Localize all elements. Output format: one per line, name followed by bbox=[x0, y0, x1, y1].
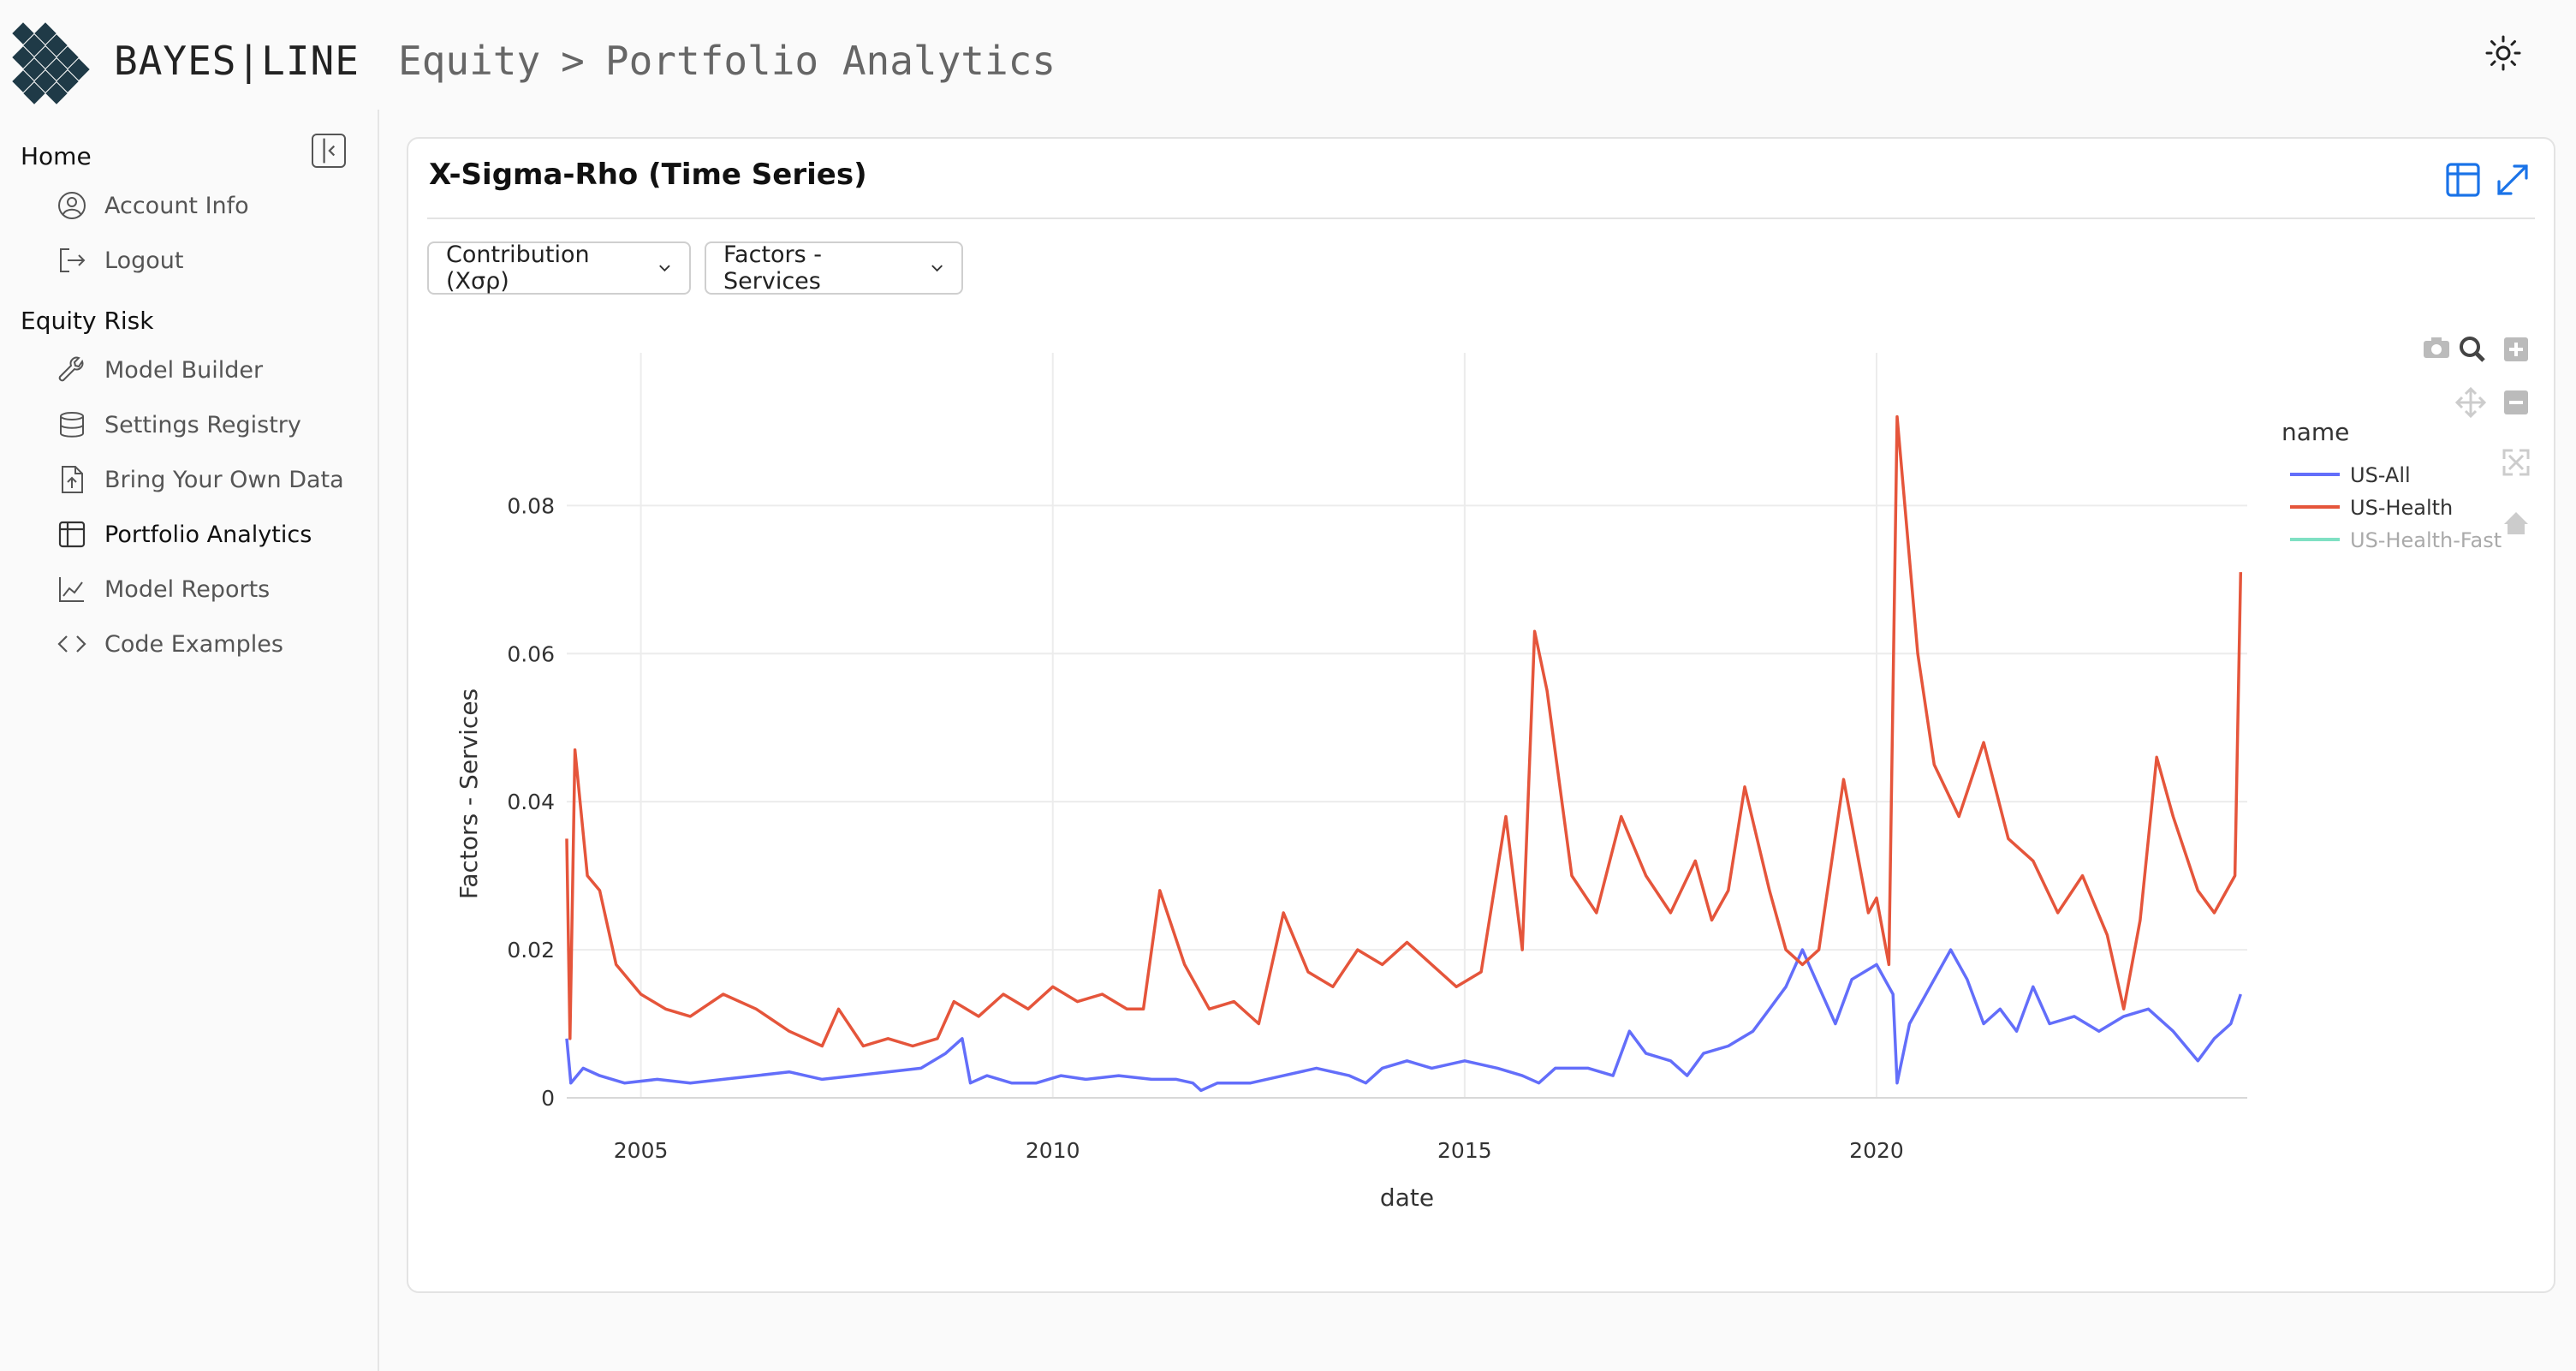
x-tick-label: 2020 bbox=[1849, 1138, 1904, 1163]
card-title: X-Sigma-Rho (Time Series) bbox=[429, 158, 867, 192]
chart-legend: name US-All US-Health US-Health-Fast bbox=[2282, 418, 2502, 552]
sidebar-item-bring-your-own-data[interactable]: Bring Your Own Data bbox=[55, 459, 363, 500]
wrench-icon bbox=[55, 353, 89, 387]
sidebar-item-settings-registry[interactable]: Settings Registry bbox=[55, 404, 363, 445]
series-line-us-all[interactable] bbox=[565, 948, 2242, 1093]
factor-dropdown[interactable]: Factors - Services bbox=[705, 241, 963, 295]
sidebar-section-equity-risk[interactable]: Equity Risk bbox=[21, 307, 154, 335]
line-chart-icon bbox=[55, 572, 89, 606]
legend-item-label[interactable]: US-Health-Fast bbox=[2350, 528, 2502, 552]
x-tick-label: 2010 bbox=[1026, 1138, 1080, 1163]
database-icon bbox=[55, 408, 89, 442]
legend-item-label[interactable]: US-All bbox=[2350, 463, 2411, 487]
table-view-icon[interactable] bbox=[2442, 159, 2484, 200]
time-series-chart[interactable]: 2005 2010 2015 2020 00.020.040.060.08 date … bbox=[408, 139, 2554, 1291]
breadcrumb: Equity > Portfolio Analytics bbox=[398, 38, 1056, 84]
metric-dropdown-value: Contribution (Xσρ) bbox=[446, 241, 590, 295]
y-axis-label: Factors - Services bbox=[455, 688, 483, 899]
x-tick-label: 2015 bbox=[1437, 1138, 1492, 1163]
table-icon bbox=[55, 517, 89, 551]
breadcrumb-separator: > bbox=[561, 38, 585, 84]
sidebar-item-label: Portfolio Analytics bbox=[104, 521, 312, 548]
zoom-in-icon[interactable] bbox=[2504, 337, 2528, 361]
file-upload-icon bbox=[55, 462, 89, 497]
sidebar-item-label: Model Builder bbox=[104, 356, 264, 384]
legend-title: name bbox=[2282, 418, 2349, 446]
metric-dropdown[interactable]: Contribution (Xσρ) bbox=[427, 241, 691, 295]
reset-axes-icon[interactable] bbox=[2504, 512, 2528, 534]
sidebar-item-label: Logout bbox=[104, 247, 184, 274]
sidebar-item-label: Account Info bbox=[104, 192, 249, 219]
chart-card: X-Sigma-Rho (Time Series) Contribution (… bbox=[407, 137, 2555, 1293]
app-header: BAYES|LINE Equity > Portfolio Analytics bbox=[0, 0, 2576, 110]
x-axis-label: date bbox=[1380, 1183, 1434, 1212]
brand-name[interactable]: BAYES|LINE bbox=[114, 38, 360, 84]
zoom-icon[interactable] bbox=[2460, 337, 2485, 362]
sidebar-item-model-builder[interactable]: Model Builder bbox=[55, 349, 363, 390]
factor-dropdown-value: Factors - Services bbox=[723, 241, 823, 295]
code-icon bbox=[55, 627, 89, 661]
autoscale-icon[interactable] bbox=[2502, 449, 2530, 476]
sidebar-item-label: Model Reports bbox=[104, 575, 271, 603]
sidebar-item-account-info[interactable]: Account Info bbox=[55, 185, 363, 226]
sidebar-item-model-reports[interactable]: Model Reports bbox=[55, 569, 363, 610]
sidebar-item-code-examples[interactable]: Code Examples bbox=[55, 623, 363, 665]
y-tick-label: 0.06 bbox=[507, 641, 555, 666]
breadcrumb-portfolio-analytics: Portfolio Analytics bbox=[604, 38, 1056, 84]
x-tick-label: 2005 bbox=[614, 1138, 669, 1163]
sun-icon[interactable] bbox=[2483, 33, 2524, 74]
camera-icon[interactable] bbox=[2424, 337, 2449, 358]
y-tick-label: 0 bbox=[541, 1086, 555, 1111]
series-line-us-health[interactable] bbox=[565, 414, 2243, 1048]
user-circle-icon bbox=[55, 188, 89, 223]
chevron-down-icon bbox=[931, 265, 943, 272]
zoom-out-icon[interactable] bbox=[2504, 390, 2528, 414]
bayesline-logo-icon[interactable] bbox=[12, 21, 91, 110]
card-divider bbox=[427, 218, 2535, 219]
chevron-down-icon bbox=[659, 265, 670, 272]
sidebar-item-label: Bring Your Own Data bbox=[104, 466, 344, 493]
y-tick-label: 0.08 bbox=[507, 493, 555, 518]
sidebar-item-label: Settings Registry bbox=[104, 411, 301, 438]
expand-icon[interactable] bbox=[2492, 159, 2533, 200]
y-tick-label: 0.04 bbox=[507, 790, 555, 814]
sidebar-item-logout[interactable]: Logout bbox=[55, 240, 363, 281]
y-tick-label: 0.02 bbox=[507, 938, 555, 963]
sidebar: Home Account Info Logout Equity Risk Mod… bbox=[0, 110, 379, 1371]
logout-icon bbox=[55, 243, 89, 277]
breadcrumb-equity[interactable]: Equity bbox=[398, 38, 541, 84]
legend-item-label[interactable]: US-Health bbox=[2350, 496, 2453, 520]
collapse-sidebar-icon[interactable] bbox=[312, 134, 346, 168]
chart-modebar bbox=[2424, 337, 2530, 534]
sidebar-item-label: Code Examples bbox=[104, 630, 283, 658]
sidebar-item-portfolio-analytics[interactable]: Portfolio Analytics bbox=[55, 514, 363, 555]
pan-icon[interactable] bbox=[2454, 386, 2487, 419]
sidebar-section-home[interactable]: Home bbox=[21, 142, 92, 170]
